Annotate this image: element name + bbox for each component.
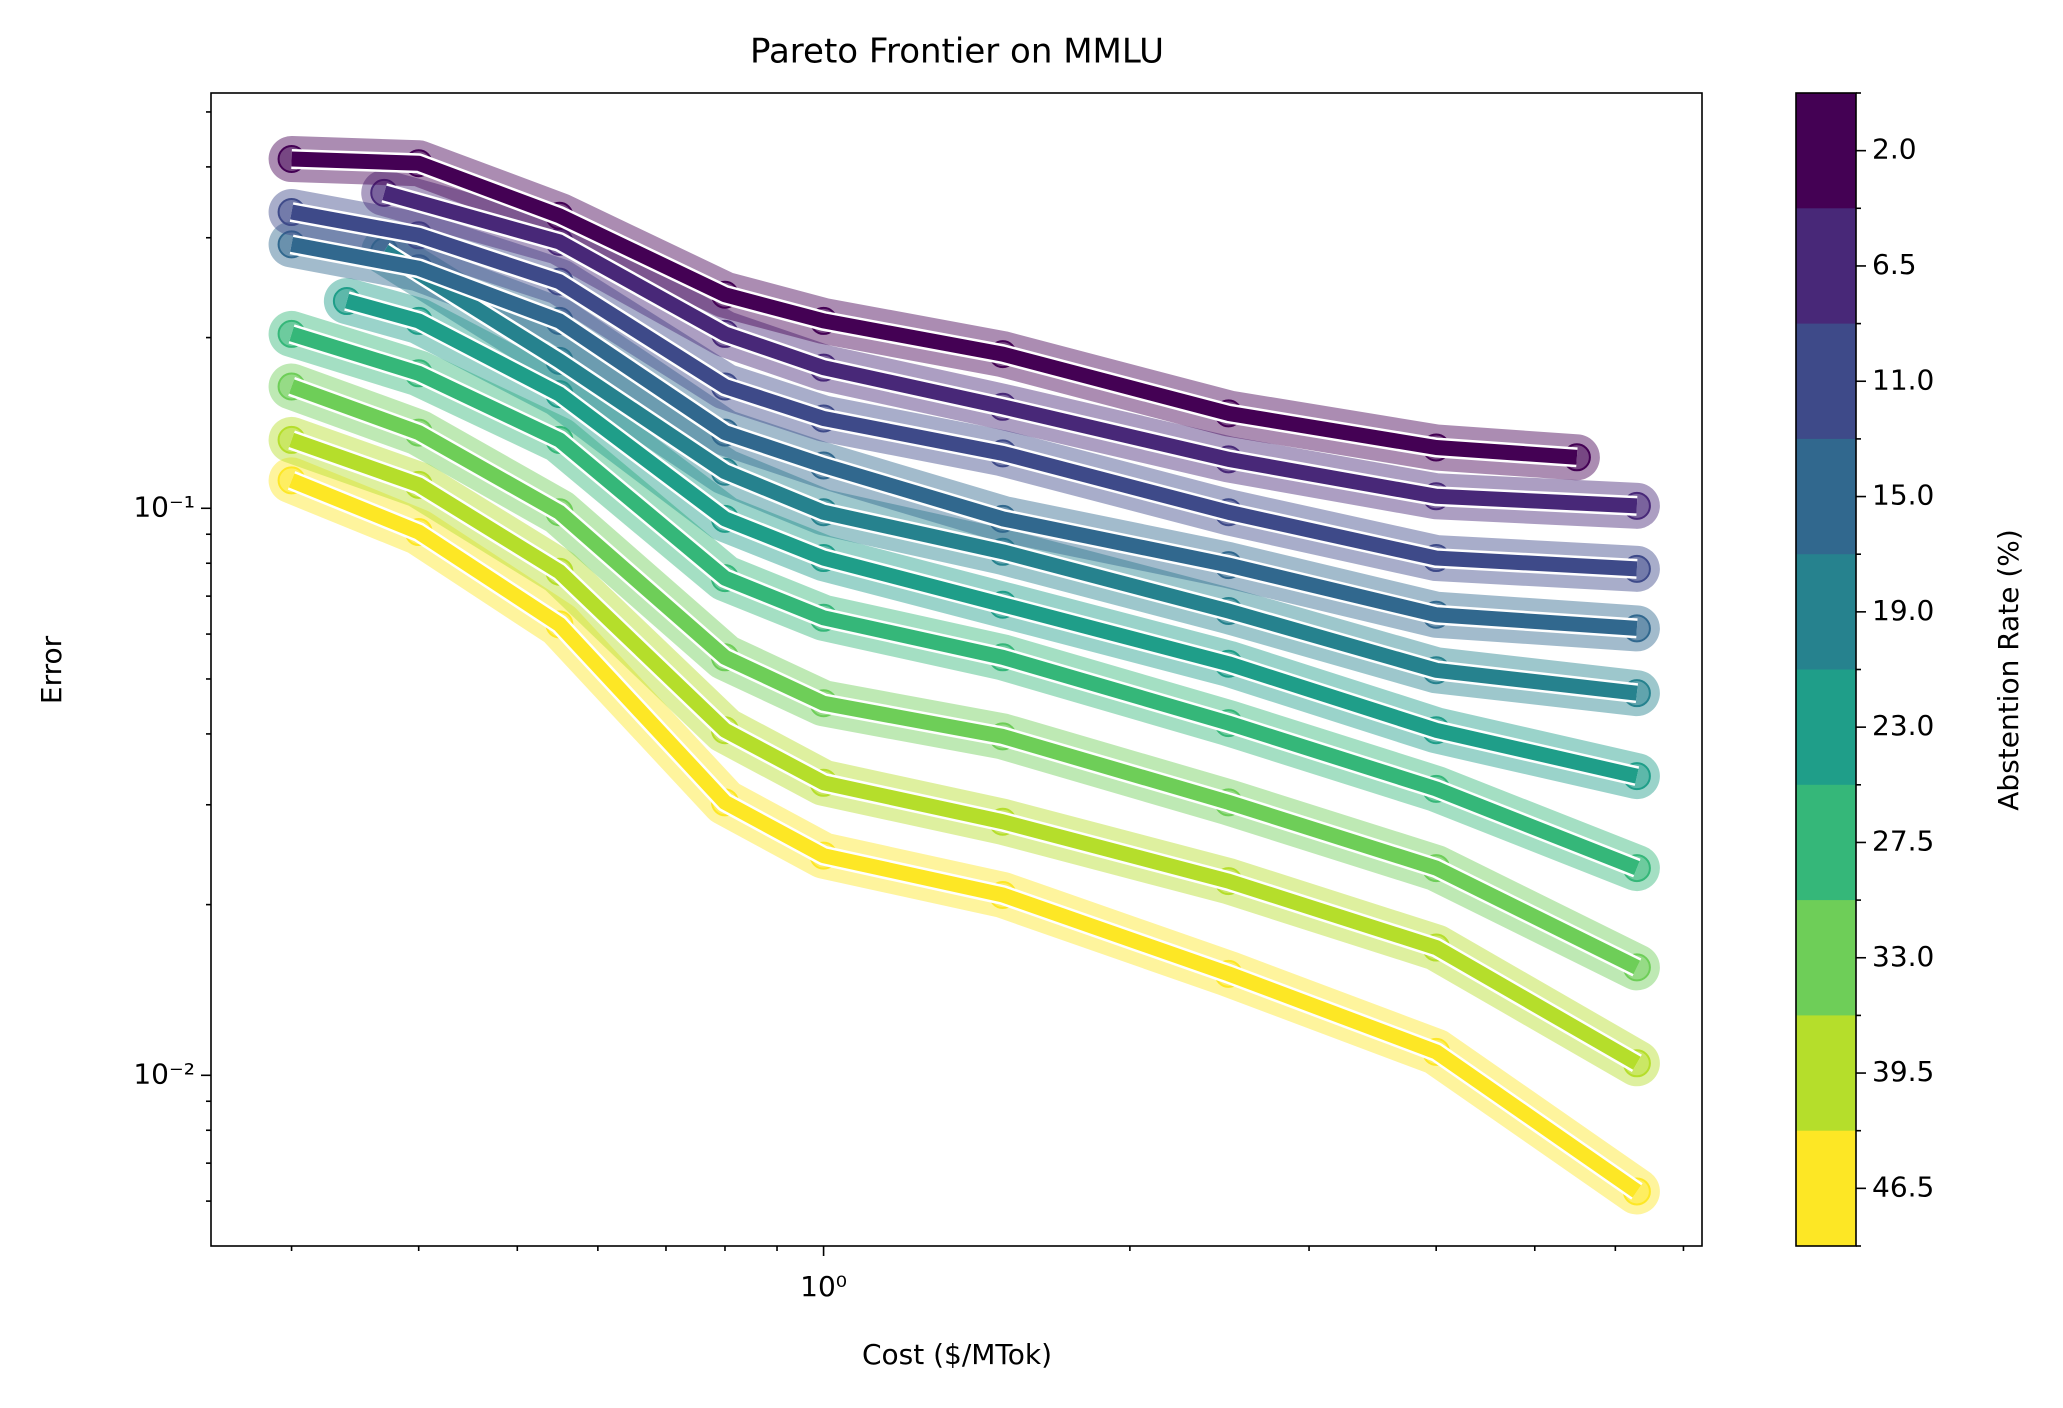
colorbar-tick-label: 19.0: [1872, 594, 1934, 627]
colorbar-band: [1796, 1130, 1856, 1247]
colorbar-tick-label: 15.0: [1872, 479, 1934, 512]
colorbar-band: [1796, 1015, 1856, 1132]
frontier-line: [289, 326, 1640, 876]
colorbar-band: [1796, 208, 1856, 325]
colorbar-tick-label: 39.5: [1872, 1055, 1934, 1088]
y-axis-label: Error: [35, 635, 68, 704]
colorbar-band: [1796, 438, 1856, 555]
colorbar-band: [1796, 323, 1856, 440]
colorbar-tick-label: 33.0: [1872, 940, 1934, 973]
colorbar-tick-label: 11.0: [1872, 363, 1934, 396]
frontier-line: [289, 379, 1641, 975]
colorbar-tick-label: 6.5: [1872, 248, 1917, 281]
frontier-line: [380, 244, 1638, 701]
colorbar-tick-label: 46.5: [1872, 1170, 1934, 1203]
colorbar-tick-label: 27.5: [1872, 824, 1934, 857]
colorbar-band: [1796, 900, 1856, 1016]
colorbar-band: [1796, 554, 1856, 670]
colorbar-band: [1796, 93, 1856, 209]
frontier-line: [288, 473, 1642, 1198]
colorbar-tick-label: 23.0: [1872, 709, 1934, 742]
x-tick-label: 10⁰: [800, 1270, 847, 1303]
frontier-line: [382, 185, 1638, 514]
colorbar-band: [1796, 784, 1856, 901]
y-tick-label: 10⁻¹: [133, 490, 195, 523]
frontier-line: [289, 432, 1641, 1070]
chart-title: Pareto Frontier on MMLU: [750, 32, 1164, 72]
frontier-line: [290, 237, 1638, 636]
colorbar-band: [1796, 669, 1856, 786]
colorbar-label: Abstention Rate (%): [1992, 529, 2025, 811]
frontier-line: [290, 204, 1638, 577]
frontier-line: [291, 151, 1578, 465]
x-axis-label: Cost ($/MTok): [862, 1338, 1052, 1371]
plot-area: [268, 136, 1660, 1215]
plot-frame: [210, 92, 1703, 1247]
frontier-line: [344, 293, 1639, 784]
y-tick-label: 10⁻²: [133, 1057, 195, 1090]
colorbar-tick-label: 2.0: [1872, 133, 1917, 166]
